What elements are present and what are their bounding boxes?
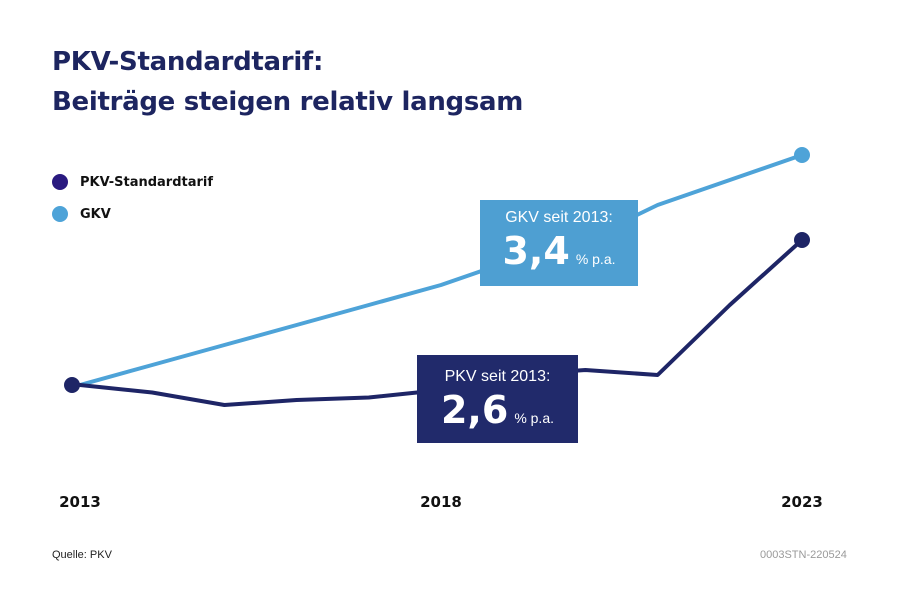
x-tick-label-2023: 2023: [781, 493, 823, 511]
graphic-id: 0003STN-220524: [760, 549, 847, 561]
x-tick-label-2018: 2018: [420, 493, 462, 511]
legend-item-pkv: PKV-Standardtarif: [52, 172, 213, 192]
x-axis-ticks: 2013 2018 2023: [59, 493, 823, 511]
legend-marker-gkv: [52, 206, 68, 222]
x-tick-label-2013: 2013: [59, 493, 101, 511]
legend-item-gkv: GKV: [52, 204, 213, 224]
gkv-annotation-heading: GKV seit 2013:: [505, 209, 613, 226]
gkv-annotation: GKV seit 2013: 3,4 % p.a.: [480, 200, 638, 286]
pkv-annotation-heading: PKV seit 2013:: [444, 368, 551, 385]
data-point-pkv-standardtarif-start: [64, 377, 80, 393]
chart-title: PKV-Standardtarif: Beiträge steigen rela…: [52, 42, 523, 122]
pkv-annotation-value: 2,6: [440, 388, 509, 432]
title-line-1: PKV-Standardtarif:: [52, 47, 324, 77]
pkv-annotation-unit: % p.a.: [514, 410, 555, 426]
data-point-pkv-standardtarif-end: [794, 232, 810, 248]
pkv-annotation: PKV seit 2013: 2,6 % p.a.: [417, 355, 578, 443]
series-line-gkv: [78, 153, 804, 387]
source-note: Quelle: PKV: [52, 549, 112, 561]
data-point-gkv-end: [794, 147, 810, 163]
title-line-2: Beiträge steigen relativ langsam: [52, 87, 524, 117]
gkv-annotation-value: 3,4: [502, 229, 570, 273]
legend-label-gkv: GKV: [80, 206, 111, 222]
legend-marker-pkv: [52, 174, 68, 190]
legend: PKV-Standardtarif GKV: [52, 172, 213, 236]
gkv-annotation-unit: % p.a.: [575, 251, 616, 267]
legend-label-pkv: PKV-Standardtarif: [80, 174, 214, 190]
